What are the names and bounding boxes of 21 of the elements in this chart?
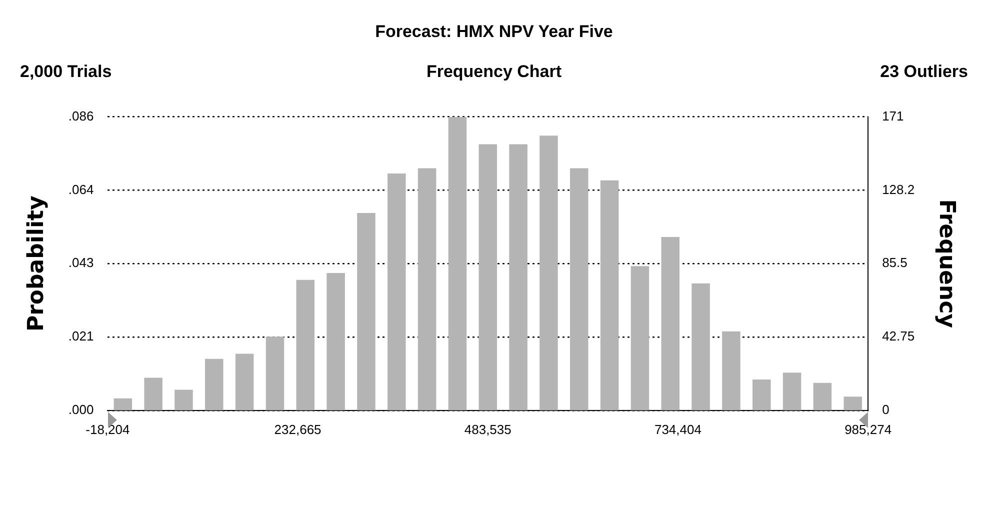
y-tick-label: .043 [68,255,94,270]
y2-tick-label: 42.75 [882,328,915,344]
x-tick-label: 734,404 [654,422,702,437]
text: 2,000 Trials [20,62,112,82]
chart-title: Forecast: HMX NPV Year Five [374,22,614,42]
x-tick-label: 985,274 [844,422,892,437]
chart-subtitle: Frequency Chart [426,62,562,81]
x-tick-label: -18,204 [86,422,130,437]
y-tick-label: .064 [68,182,94,197]
y2-tick-label: 85.5 [882,255,908,270]
x-tick-label: 232,665 [274,422,322,437]
y2-axis-title: Frequency [934,199,960,328]
y-tick-label: .086 [68,108,94,124]
y-tick-label: .000 [68,402,94,417]
y2-tick-label: 128.2 [882,182,915,197]
y2-tick-label: 0 [882,402,890,417]
x-tick-label: 483,535 [464,422,512,437]
y-axis-title: Probability [24,196,49,332]
text: 23 Outliers [880,62,968,82]
y2-tick-label: 171 [882,108,904,124]
y-tick-label: .021 [68,328,94,344]
